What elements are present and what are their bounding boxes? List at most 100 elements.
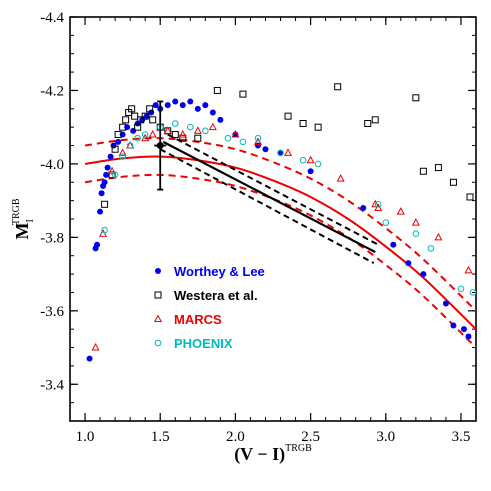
data-point [101, 179, 108, 186]
data-point [131, 112, 139, 120]
x-tick-label: 2.0 [226, 429, 245, 445]
data-point [128, 105, 136, 113]
data-point [141, 133, 150, 142]
axis-tick-labels: 1.0 1.5 2.0 2.5 3.0 3.5 -3.4 -3.6 -3.8 -4.0 -4.2 -4… [40, 10, 470, 445]
data-point [254, 134, 262, 142]
series-1 [101, 83, 474, 208]
data-point [164, 102, 171, 109]
data-point [124, 124, 131, 131]
x-tick-label: 1.5 [151, 429, 170, 445]
axis-ticks [70, 16, 477, 421]
data-point [148, 109, 155, 116]
black-fit-upper-bound [167, 133, 379, 246]
legend-marker [154, 291, 162, 299]
y-axis-title-sub: I [25, 219, 36, 222]
plot-frame [69, 16, 477, 422]
data-point [152, 102, 159, 109]
errorbar-marker [154, 100, 167, 191]
data-point [208, 122, 217, 131]
data-point [97, 208, 104, 215]
data-point [119, 131, 126, 138]
data-point [104, 164, 111, 171]
data-point [469, 289, 476, 296]
data-point [231, 129, 240, 138]
red-fit-curves [84, 137, 476, 349]
data-point [420, 271, 427, 278]
y-tick-label: -4.0 [40, 157, 64, 173]
black-fit-line [162, 140, 376, 254]
y-tick-label: -3.8 [40, 230, 64, 246]
data-point [186, 123, 194, 131]
data-point [172, 98, 179, 105]
data-point [427, 245, 435, 252]
x-tick-label: 3.0 [376, 429, 395, 445]
data-point [360, 204, 367, 211]
data-point [213, 86, 221, 94]
data-point [314, 123, 322, 131]
errorbar-center [156, 142, 164, 150]
x-tick-label: 3.5 [452, 429, 471, 445]
data-point [146, 105, 154, 113]
data-point [115, 138, 122, 145]
data-point [126, 142, 134, 149]
data-point [412, 230, 420, 237]
red-fit-upper-bound [84, 137, 476, 312]
data-point [442, 300, 449, 307]
data-point [465, 333, 472, 340]
data-point [450, 322, 457, 329]
data-point [118, 148, 127, 156]
series-0 [86, 98, 472, 362]
data-point [434, 164, 442, 172]
data-point [171, 131, 179, 139]
data-point [141, 131, 149, 138]
data-point [202, 102, 209, 109]
data-point [98, 190, 105, 197]
legend-marker [153, 314, 163, 322]
legend-item: MARCS [153, 312, 222, 327]
data-point [374, 201, 382, 208]
data-point [134, 134, 141, 142]
data-point [148, 129, 157, 138]
data-point [277, 149, 284, 156]
data-point [122, 116, 130, 124]
data-point [412, 94, 420, 102]
data-point [111, 145, 119, 153]
data-point [101, 200, 109, 208]
data-point [460, 326, 467, 333]
data-point [371, 116, 379, 124]
data-point [119, 123, 127, 131]
y-tick-label: -4.4 [40, 10, 64, 26]
y-tick-label: -3.6 [40, 304, 64, 320]
y-axis-title-main: M [12, 223, 32, 240]
series-3 [101, 120, 476, 296]
y-axis-title-sup: TRGB [11, 198, 22, 225]
data-point [239, 138, 247, 146]
data-point [284, 112, 292, 120]
data-point [239, 90, 247, 98]
data-point [253, 137, 262, 145]
data-point [382, 219, 390, 226]
y-tick-label: -3.4 [40, 377, 64, 393]
data-point [141, 112, 149, 120]
data-point [405, 260, 412, 267]
data-point [371, 199, 380, 208]
data-point [364, 120, 372, 128]
black-fit-lower-bound [159, 148, 375, 264]
y-tick-label: -4.2 [40, 83, 64, 99]
data-point [114, 131, 122, 139]
legend-item: Worthey & Lee [155, 264, 265, 279]
data-point [419, 167, 427, 175]
data-point [111, 171, 119, 179]
data-point [434, 232, 443, 241]
data-point [101, 226, 108, 234]
data-point [130, 127, 137, 134]
data-point [306, 155, 315, 164]
data-point [194, 134, 202, 142]
data-point [179, 102, 186, 109]
data-point [108, 171, 116, 179]
data-points [86, 83, 476, 362]
data-point [134, 123, 142, 131]
legend-marker [155, 268, 161, 274]
legend-item: PHOENIX [154, 336, 233, 351]
legend-label: MARCS [174, 312, 222, 327]
